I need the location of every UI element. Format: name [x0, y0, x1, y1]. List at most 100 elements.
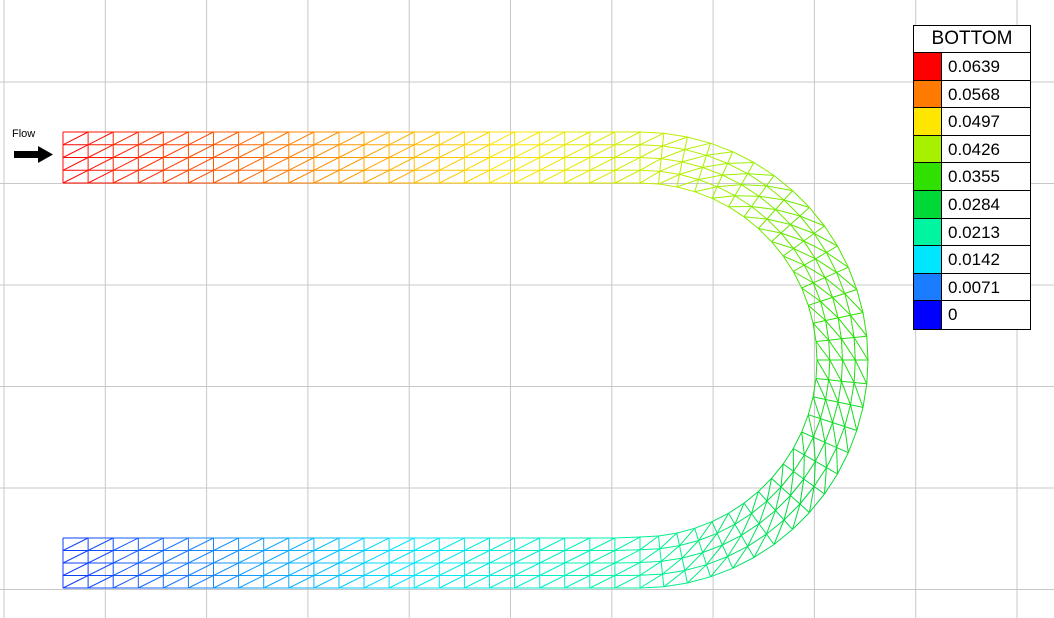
mesh-edge — [698, 167, 704, 180]
mesh-edge — [758, 510, 776, 525]
mesh-edge — [751, 491, 759, 514]
mesh-edge — [782, 448, 794, 465]
mesh-edge — [188, 169, 214, 184]
mesh-edge — [660, 561, 663, 575]
mesh-edge — [338, 131, 365, 146]
mesh-edge — [832, 293, 845, 298]
mesh-edge — [614, 549, 641, 551]
mesh-edge — [775, 199, 785, 210]
mesh-edge — [812, 437, 816, 462]
mesh-edge — [828, 338, 842, 341]
mesh-edge — [363, 144, 390, 158]
mesh-edge — [812, 378, 817, 397]
mesh-edge — [62, 169, 89, 184]
mesh-edge — [313, 562, 340, 576]
mesh-edge — [758, 195, 776, 210]
mesh-edge — [112, 157, 139, 171]
mesh-edge — [213, 157, 239, 171]
mesh-edge — [614, 131, 641, 146]
mesh-edge — [766, 486, 782, 502]
mesh-edge — [721, 163, 729, 176]
mesh-edge — [564, 169, 591, 184]
mesh-edge — [464, 575, 490, 589]
mesh-edge — [853, 337, 869, 361]
mesh-edge — [163, 169, 189, 184]
mesh-edge — [138, 144, 164, 158]
mesh-edge — [803, 454, 805, 480]
mesh-edge — [862, 383, 868, 408]
mesh-edge — [782, 255, 794, 272]
mesh-edge — [803, 264, 814, 284]
mesh-edge — [804, 258, 816, 266]
mesh-edge — [87, 562, 114, 576]
mesh-edge — [809, 493, 825, 513]
legend-row: 0.0284 — [914, 190, 1030, 219]
mesh-edge — [706, 154, 728, 164]
mesh-edge — [847, 430, 858, 453]
mesh-edge — [698, 532, 718, 541]
mesh-edge — [825, 252, 838, 273]
mesh-edge — [662, 557, 683, 575]
mesh-edge — [87, 144, 114, 158]
mesh-edge — [790, 224, 815, 234]
legend-value: 0.0284 — [948, 194, 1000, 214]
mesh-edge — [188, 562, 214, 576]
mesh-edge — [87, 537, 114, 551]
mesh-edge — [803, 436, 814, 456]
mesh-edge — [338, 537, 365, 551]
mesh-edge — [639, 535, 659, 551]
mesh-edge — [489, 157, 515, 171]
mesh-edge — [807, 414, 814, 438]
mesh-edge — [564, 157, 591, 171]
mesh-edge — [741, 184, 767, 187]
mesh-edge — [564, 550, 591, 564]
mesh-edge — [828, 340, 831, 361]
mesh-edge — [213, 144, 239, 158]
mesh-edge — [539, 157, 565, 171]
mesh-edge — [639, 157, 662, 160]
mesh-edge — [809, 207, 825, 227]
mesh-edge — [780, 486, 791, 496]
legend-row: 0.0568 — [914, 80, 1030, 109]
legend-row: 0.0426 — [914, 135, 1030, 164]
mesh-edge — [464, 169, 490, 184]
mesh-edge — [721, 544, 729, 557]
mesh-edge — [783, 503, 801, 521]
mesh-edge — [514, 537, 540, 551]
mesh-edge — [803, 240, 816, 260]
mesh-edge — [313, 131, 340, 146]
mesh-edge — [694, 521, 713, 529]
mesh-edge — [826, 245, 838, 253]
mesh-edge — [753, 162, 775, 176]
mesh-edge — [840, 359, 843, 382]
mesh-edge — [439, 550, 465, 564]
mesh-edge — [639, 586, 664, 589]
mesh-edge — [801, 287, 821, 302]
mesh-edge — [771, 232, 782, 242]
mesh-edge — [824, 441, 837, 449]
mesh-edge — [62, 562, 89, 576]
mesh-edge — [850, 314, 868, 337]
mesh-edge — [138, 157, 164, 171]
mesh-edge — [812, 396, 826, 400]
mesh-edge — [614, 536, 641, 539]
mesh-edge — [836, 272, 846, 294]
mesh-edge — [815, 341, 818, 361]
mesh-edge — [790, 224, 805, 242]
mesh-edge — [850, 312, 864, 316]
mesh-edge — [766, 510, 776, 535]
mesh-edge — [489, 131, 515, 146]
mesh-edge — [832, 422, 845, 427]
mesh-edge — [856, 407, 864, 431]
mesh-edge — [813, 436, 826, 443]
mesh-edge — [539, 144, 565, 158]
mesh-edge — [589, 537, 616, 551]
mesh-edge — [138, 562, 164, 576]
mesh-edge — [288, 131, 315, 146]
mesh-edge — [815, 258, 837, 273]
legend-swatch — [914, 218, 942, 246]
mesh-edge — [826, 251, 849, 268]
mesh-edge — [828, 339, 843, 361]
mesh-edge — [660, 145, 663, 159]
